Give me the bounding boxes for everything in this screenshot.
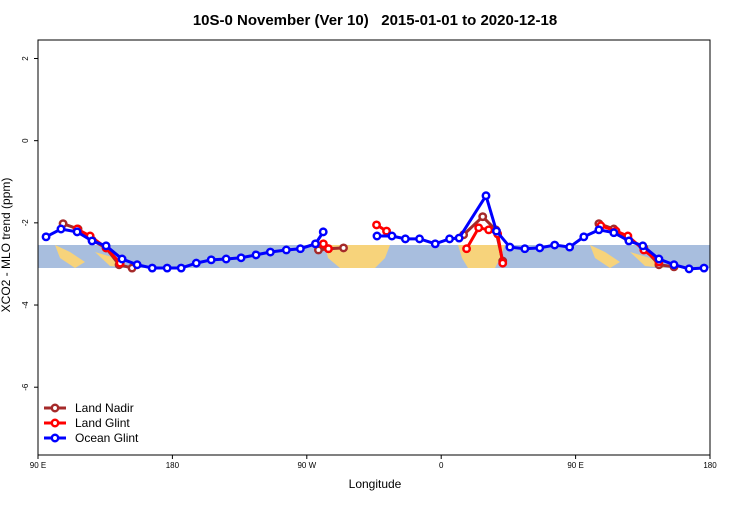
data-point bbox=[430, 239, 440, 249]
data-point bbox=[684, 264, 694, 274]
chart-title: 10S-0 November (Ver 10) 2015-01-01 to 20… bbox=[193, 12, 557, 29]
data-point bbox=[484, 225, 494, 235]
land bbox=[590, 245, 665, 268]
data-point bbox=[505, 242, 515, 252]
x-axis-label: Longitude bbox=[349, 477, 402, 491]
y-tick-label: -4 bbox=[21, 301, 30, 309]
y-tick-label: -6 bbox=[21, 383, 30, 391]
data-point bbox=[236, 253, 246, 263]
data-point bbox=[415, 234, 424, 244]
data-point bbox=[324, 244, 333, 254]
data-point bbox=[454, 233, 464, 243]
legend-marker bbox=[50, 403, 60, 413]
data-point bbox=[699, 263, 709, 273]
data-point bbox=[221, 254, 231, 264]
data-point bbox=[481, 191, 491, 201]
data-point bbox=[520, 244, 530, 254]
data-point bbox=[609, 228, 619, 238]
data-point bbox=[191, 258, 201, 268]
data-point bbox=[594, 225, 604, 235]
x-tick-label: 180 bbox=[166, 461, 180, 470]
legend-marker bbox=[50, 418, 60, 428]
legend-label: Ocean Glint bbox=[75, 431, 139, 445]
land bbox=[55, 245, 130, 268]
x-tick-label: 90 E bbox=[30, 461, 46, 470]
data-point bbox=[87, 236, 97, 246]
data-point bbox=[162, 263, 172, 273]
legend-marker bbox=[50, 433, 60, 443]
data-point bbox=[56, 224, 66, 234]
data-point bbox=[311, 239, 320, 249]
data-point bbox=[72, 227, 82, 237]
data-point bbox=[295, 244, 305, 254]
x-tick-label: 180 bbox=[703, 461, 717, 470]
data-point bbox=[339, 243, 348, 253]
data-point bbox=[372, 220, 381, 230]
data-point bbox=[318, 239, 328, 249]
data-point bbox=[565, 242, 575, 252]
data-point bbox=[281, 245, 291, 255]
data-point bbox=[382, 226, 391, 236]
data-point bbox=[624, 236, 634, 246]
data-point bbox=[251, 250, 261, 260]
data-point bbox=[478, 212, 488, 222]
data-point bbox=[147, 263, 157, 273]
x-tick-label: 90 W bbox=[297, 461, 316, 470]
data-point bbox=[176, 263, 186, 273]
data-point bbox=[669, 260, 679, 270]
x-tick-label: 90 E bbox=[567, 461, 583, 470]
y-tick-label: 2 bbox=[21, 56, 30, 61]
data-point bbox=[498, 258, 508, 268]
data-point bbox=[535, 243, 545, 253]
data-point bbox=[445, 234, 455, 244]
data-point bbox=[579, 232, 589, 242]
data-point bbox=[492, 226, 501, 236]
data-point bbox=[101, 241, 111, 251]
data-point bbox=[638, 241, 648, 251]
data-point bbox=[474, 223, 484, 233]
data-point bbox=[117, 254, 127, 264]
legend-label: Land Glint bbox=[75, 416, 130, 430]
plot-frame bbox=[37, 39, 711, 456]
y-axis-label: XCO2 - MLO trend (ppm) bbox=[0, 178, 13, 313]
data-point bbox=[265, 247, 275, 257]
y-tick-label: -2 bbox=[21, 219, 30, 227]
data-point bbox=[462, 244, 472, 254]
data-point bbox=[206, 255, 216, 265]
data-point bbox=[387, 231, 397, 241]
data-point bbox=[318, 227, 328, 237]
data-point bbox=[400, 234, 410, 244]
data-point bbox=[372, 231, 382, 241]
legend-label: Land Nadir bbox=[75, 401, 134, 415]
data-point bbox=[550, 240, 560, 250]
data-point bbox=[654, 254, 664, 264]
data-point bbox=[132, 260, 142, 270]
x-tick-label: 0 bbox=[439, 461, 444, 470]
y-tick-label: 0 bbox=[21, 138, 30, 143]
data-point bbox=[41, 232, 51, 242]
